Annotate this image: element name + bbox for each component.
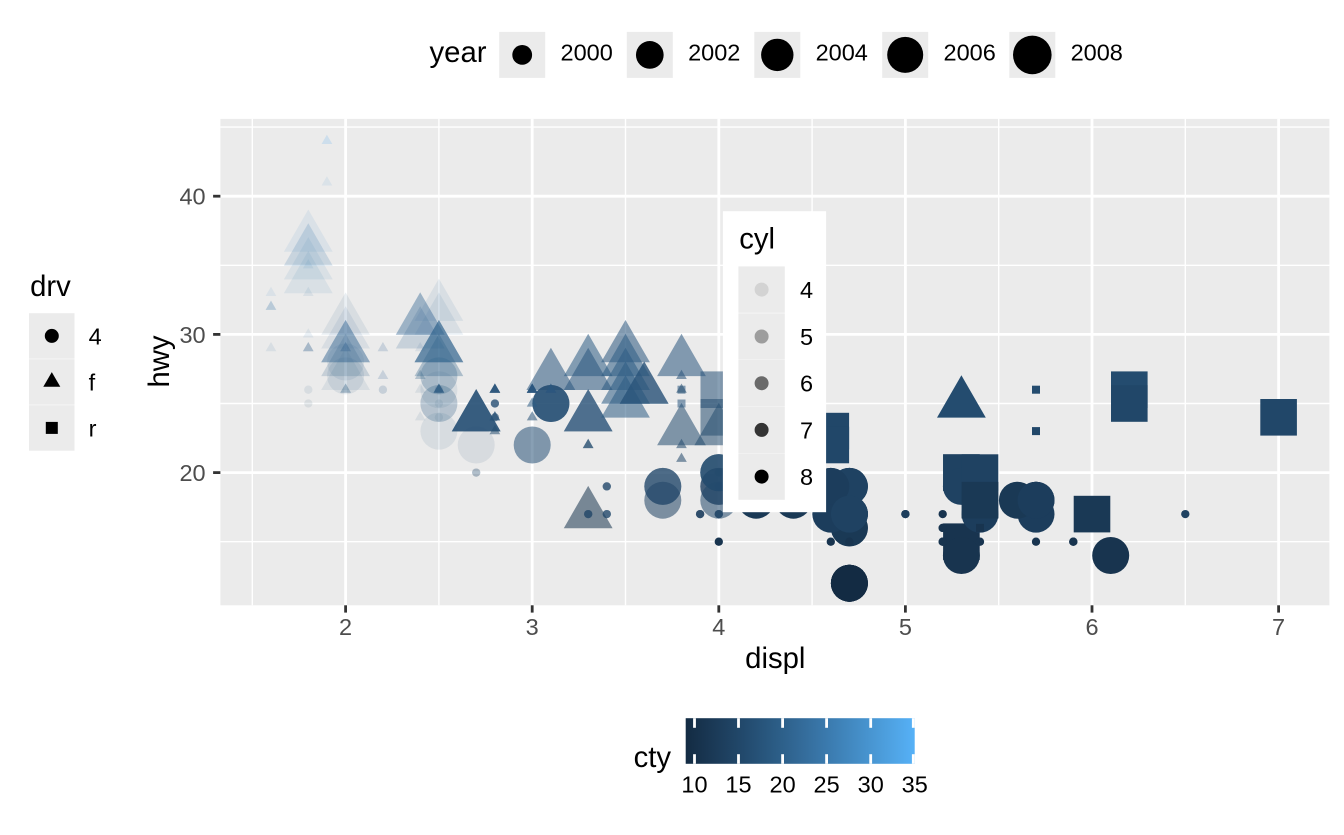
svg-text:35: 35 [902, 771, 928, 797]
svg-text:30: 30 [858, 771, 884, 797]
svg-text:7: 7 [1272, 614, 1285, 640]
svg-text:6: 6 [1085, 614, 1098, 640]
svg-text:15: 15 [725, 771, 751, 797]
svg-text:8: 8 [800, 464, 813, 490]
svg-text:4: 4 [800, 277, 813, 303]
svg-text:7: 7 [800, 417, 813, 443]
svg-text:10: 10 [681, 771, 707, 797]
svg-text:f: f [89, 369, 96, 395]
svg-text:2002: 2002 [688, 40, 740, 66]
svg-text:30: 30 [179, 322, 205, 348]
svg-text:2: 2 [339, 614, 352, 640]
svg-text:year: year [430, 36, 487, 69]
svg-text:3: 3 [526, 614, 539, 640]
svg-text:displ: displ [745, 642, 805, 675]
svg-text:cyl: cyl [739, 223, 775, 256]
svg-text:2004: 2004 [816, 40, 868, 66]
svg-text:drv: drv [30, 270, 71, 303]
svg-text:r: r [89, 415, 97, 441]
svg-text:4: 4 [712, 614, 725, 640]
svg-text:2006: 2006 [944, 40, 996, 66]
svg-text:20: 20 [179, 460, 205, 486]
svg-text:40: 40 [179, 184, 205, 210]
svg-text:5: 5 [899, 614, 912, 640]
svg-text:5: 5 [800, 324, 813, 350]
svg-text:6: 6 [800, 371, 813, 397]
svg-text:cty: cty [634, 741, 672, 774]
svg-text:25: 25 [814, 771, 840, 797]
svg-text:2008: 2008 [1071, 40, 1123, 66]
svg-text:hwy: hwy [143, 335, 176, 387]
svg-text:4: 4 [89, 323, 102, 349]
svg-text:20: 20 [770, 771, 796, 797]
svg-text:2000: 2000 [561, 40, 613, 66]
